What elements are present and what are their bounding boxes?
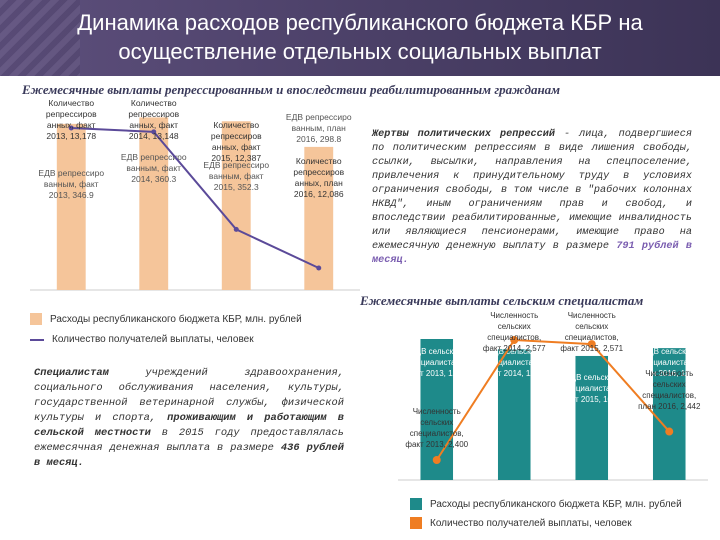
repressed-description: Жертвы политических репрессий - лица, по… (372, 128, 692, 268)
repressed-text: - лица, подвергшиеся по политическим реп… (372, 129, 693, 252)
legend-swatch-recipients (30, 338, 44, 341)
legend2-item-expenses: Расходы республиканского бюджета КБР, мл… (410, 498, 682, 510)
repressed-amount: 791 рублей в месяц. (372, 241, 692, 266)
count-data-label: Численность сельских специалистов, факт 201… (405, 407, 468, 449)
legend2-label-recipients: Количество получателей выплаты, человек (430, 517, 632, 529)
legend-item-expenses: Расходы республиканского бюджета КБР, мл… (30, 313, 302, 325)
bar-data-label: ЕДВ репрессиро ванным, факт 2015, 352.3 (203, 160, 269, 192)
legend-swatch-expenses (30, 313, 42, 325)
recipients-point (233, 226, 239, 232)
bar-data-label: ЕДВ сельским специалиста м, факт 2015, 107… (560, 373, 623, 404)
recipients-point (587, 340, 596, 349)
rural-amount: 436 рублей в месяц. (34, 442, 345, 469)
legend-item-recipients: Количество получателей выплаты, человек (30, 334, 302, 345)
header-decoration (0, 0, 80, 76)
count-data-label: Количество репрессиров анных, факт 2015, 12… (211, 120, 262, 163)
bar-data-label: ЕДВ репрессиро ванным, факт 2014, 360.3 (121, 152, 187, 184)
repressed-chart: ЕДВ репрессиро ванным, факт 2013, 346.9 ЕДВ… (30, 98, 360, 291)
rural-emph: проживающим и работающим в сельской мест… (34, 412, 344, 439)
legend2-swatch-expenses (410, 498, 422, 510)
slide-title: Динамика расходов республиканского бюдже… (77, 10, 643, 64)
legend-label-recipients: Количество получателей выплаты, человек (52, 334, 254, 345)
recipients-line (435, 338, 670, 461)
expense-bar (497, 349, 531, 480)
rural-text: учреждений здравоохранения, социального … (34, 367, 344, 424)
legend2-swatch-recipients (410, 517, 422, 529)
count-data-label: Количество репрессиров анных, план 2016, 12… (293, 156, 344, 199)
recipients-point (432, 456, 441, 464)
bar-data-label: ЕДВ сельским специалиста м, план 2016, 114… (638, 347, 700, 378)
expense-bar (652, 348, 686, 480)
rural-description: Специалистам учреждений здравоохранения,… (34, 366, 344, 471)
legend-label-expenses: Расходы республиканского бюджета КБР, мл… (50, 313, 302, 325)
count-data-label: Численность сельских специалистов, факт 201… (483, 311, 546, 353)
rural-term: Специалистам (34, 367, 109, 379)
count-data-label: Численность сельских специалистов, план 201… (638, 369, 701, 411)
recipients-line (71, 127, 320, 269)
legend2-label-expenses: Расходы республиканского бюджета КБР, мл… (430, 498, 682, 510)
count-data-label: Численность сельских специалистов, факт 201… (560, 311, 623, 353)
bar-data-label: ЕДВ репрессиро ванным, факт 2013, 346.9 (38, 168, 104, 200)
section2-legend: Расходы республиканского бюджета КБР, мл… (410, 498, 682, 538)
bar-data-label: ЕДВ сельским специалиста м, факт 2014, 113… (483, 347, 546, 378)
slide-header: Динамика расходов республиканского бюдже… (0, 0, 720, 76)
section2-title: Ежемесячные выплаты сельским специалиста… (360, 293, 644, 308)
recipients-point (665, 427, 674, 436)
recipients-point (68, 125, 74, 131)
expense-bar (575, 355, 609, 480)
count-data-label: Количество репрессиров анных, факт 2013, 13… (46, 98, 97, 141)
repressed-term: Жертвы политических репрессий (372, 129, 556, 140)
rural-text-2: в 2015 году предоставлялась ежемесячная … (34, 427, 344, 454)
rural-chart: ЕДВ сельским специалиста м, факт 2013, 122… (398, 311, 708, 481)
bar-data-label: ЕДВ сельским специалиста м, факт 2013, 122… (405, 347, 468, 378)
legend2-item-recipients: Количество получателей выплаты, человек (410, 517, 682, 529)
bar-data-label: ЕДВ репрессиро ванным, план 2016, 298.8 (286, 112, 352, 144)
section1-legend: Расходы республиканского бюджета КБР, мл… (30, 313, 302, 354)
count-data-label: Количество репрессиров анных, факт 2014, 13… (128, 98, 179, 141)
section1-title: Ежемесячные выплаты репрессированным и в… (22, 82, 561, 97)
recipients-point (316, 265, 322, 271)
recipients-point (510, 336, 519, 344)
expense-bar (56, 123, 86, 291)
recipients-point (151, 129, 157, 135)
expense-bar (139, 117, 169, 290)
expense-bar (221, 121, 251, 290)
